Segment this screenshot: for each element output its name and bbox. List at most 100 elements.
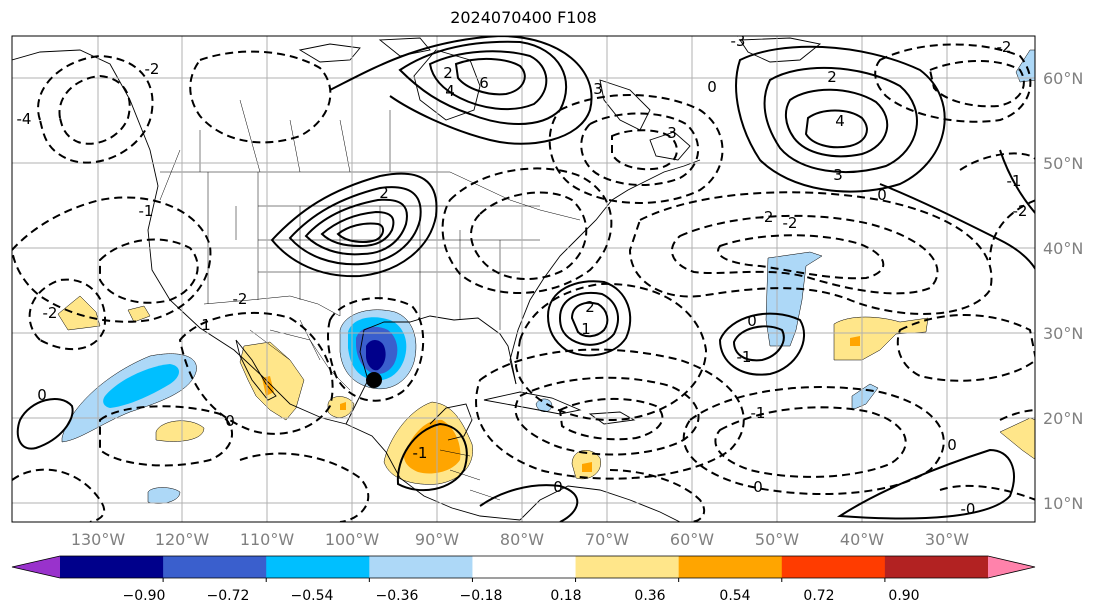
arctic-islands <box>298 37 431 63</box>
anticyclone-1 <box>546 280 632 357</box>
neg-contour-6 <box>28 278 107 351</box>
neg-contour-21 <box>558 397 664 441</box>
lon-label: 40°W <box>840 530 884 549</box>
colorbar-segment <box>163 556 267 578</box>
neg-contour-11 <box>470 191 588 281</box>
lat-label: 40°N <box>1043 239 1083 258</box>
colorbar-tick-label: −0.36 <box>376 588 419 604</box>
contour-label: 3 <box>593 80 603 98</box>
pacific-pos-4-inner <box>340 402 346 410</box>
dashed-contours <box>12 43 1035 522</box>
neg-contour-16 <box>670 214 939 295</box>
neg-contour-23 <box>714 406 907 478</box>
lat-label: 30°N <box>1043 324 1083 343</box>
contour-label: -2 <box>783 214 798 232</box>
neg-contour-15 <box>628 191 993 315</box>
shaded-anomalies <box>57 49 1035 504</box>
ridge-contour-3 <box>304 198 408 256</box>
atlantic-ridge-3 <box>784 88 889 158</box>
contour-label: 3 <box>667 124 677 142</box>
contour-label: 0 <box>553 478 563 496</box>
contour-label: -3 <box>731 32 746 50</box>
neg-contour-5 <box>99 238 199 304</box>
north-ridge-1 <box>329 36 593 145</box>
atlantic-low-closed <box>718 312 805 376</box>
neg-contour-17 <box>717 234 885 280</box>
ridge-contour-4 <box>320 210 395 248</box>
contour-label: -2 <box>233 290 248 308</box>
neg-contour-4 <box>12 196 212 323</box>
atlantic-ridge-1 <box>735 45 946 193</box>
baja <box>235 339 277 401</box>
hudson-bay <box>413 49 481 121</box>
lon-label: 100°W <box>325 530 380 549</box>
colorbar-tick-label: 0.72 <box>803 588 834 604</box>
neg-contour-31 <box>609 469 706 522</box>
contour-label: 1 <box>581 320 591 338</box>
east-edge-contour <box>999 149 1035 215</box>
colorbar-tick-label: 0.18 <box>550 588 581 604</box>
ridge-contour-5 <box>336 222 384 243</box>
colorbar-segment <box>369 556 473 578</box>
contour-label: 0 <box>877 186 887 204</box>
lon-label: 50°W <box>755 530 799 549</box>
contour-label: 0 <box>707 78 717 96</box>
pacific-pos-2 <box>127 305 151 323</box>
contour-label: 4 <box>445 82 455 100</box>
south-america <box>519 485 681 522</box>
lon-label: 130°W <box>71 530 126 549</box>
neg-contour-26 <box>959 152 1035 261</box>
colorbar-segment <box>60 556 164 578</box>
contour-label: 2 <box>379 184 389 202</box>
us-mexico-border <box>203 295 341 317</box>
mexico-anomaly <box>239 341 305 421</box>
atlantic-pos-1-inner <box>850 336 860 346</box>
colorbar-segment <box>266 556 370 578</box>
contour-label: 0 <box>753 478 763 496</box>
lon-label: 70°W <box>585 530 629 549</box>
greenland <box>739 37 822 63</box>
neg-contour-9 <box>327 297 425 402</box>
neg-contour-10 <box>441 167 613 294</box>
north-ridge-4 <box>454 57 526 96</box>
pacific-anomaly-inner <box>103 364 179 408</box>
atlantic-low-inner <box>732 325 785 362</box>
colorbar-tick-label: 0.36 <box>634 588 665 604</box>
contour-label: 2 <box>827 68 837 86</box>
contour-label: -2 <box>145 60 160 78</box>
contour-label: -0 <box>961 500 976 518</box>
colorbar-ticks: −0.90 −0.72 −0.54 −0.36 −0.18 0.18 0.36 … <box>123 588 920 604</box>
colorbar-tick-label: −0.18 <box>460 588 503 604</box>
contour-label: 6 <box>479 74 489 92</box>
ridge-contour-2 <box>288 186 422 266</box>
contour-label: 2 <box>443 64 453 82</box>
us-canada-border <box>160 171 581 221</box>
lon-label: 30°W <box>925 530 969 549</box>
colorbar-outline <box>11 555 1036 579</box>
neg-contour-25 <box>928 60 1025 108</box>
neg-contour-14 <box>611 129 678 171</box>
contour-label: 3 <box>833 166 843 184</box>
colorbar-segment <box>472 556 577 578</box>
neg-contour-22 <box>682 386 945 496</box>
atlantic-anomaly-3 <box>1015 49 1035 83</box>
contour-label: -2 <box>997 38 1012 56</box>
neg-contour-24 <box>874 43 1032 123</box>
atlantic-ridge-2 <box>763 66 918 173</box>
neg-contour-7 <box>178 312 334 435</box>
colorbar-tick-label: 0.54 <box>719 588 750 604</box>
contour-label: -1 <box>139 202 154 220</box>
contour-label: 2 <box>585 298 595 316</box>
gulf-anomaly-core <box>366 340 386 371</box>
lat-label: 10°N <box>1043 494 1083 513</box>
map-title: 2024070400 F108 <box>450 8 597 27</box>
anticyclone-2 <box>558 292 619 346</box>
contour-label: 0 <box>747 312 757 330</box>
colorbar-tick-label: −0.54 <box>291 588 334 604</box>
south-america-contour <box>479 484 579 522</box>
contour-label: -1 <box>413 444 428 462</box>
contour-labels: 2 4 6 2 -2 -2 2 4 3 0 -3 -2 3 -2 -2 2 1 … <box>17 32 1028 518</box>
ridge-contour-1 <box>270 172 438 278</box>
neg-contour-20 <box>514 376 700 456</box>
